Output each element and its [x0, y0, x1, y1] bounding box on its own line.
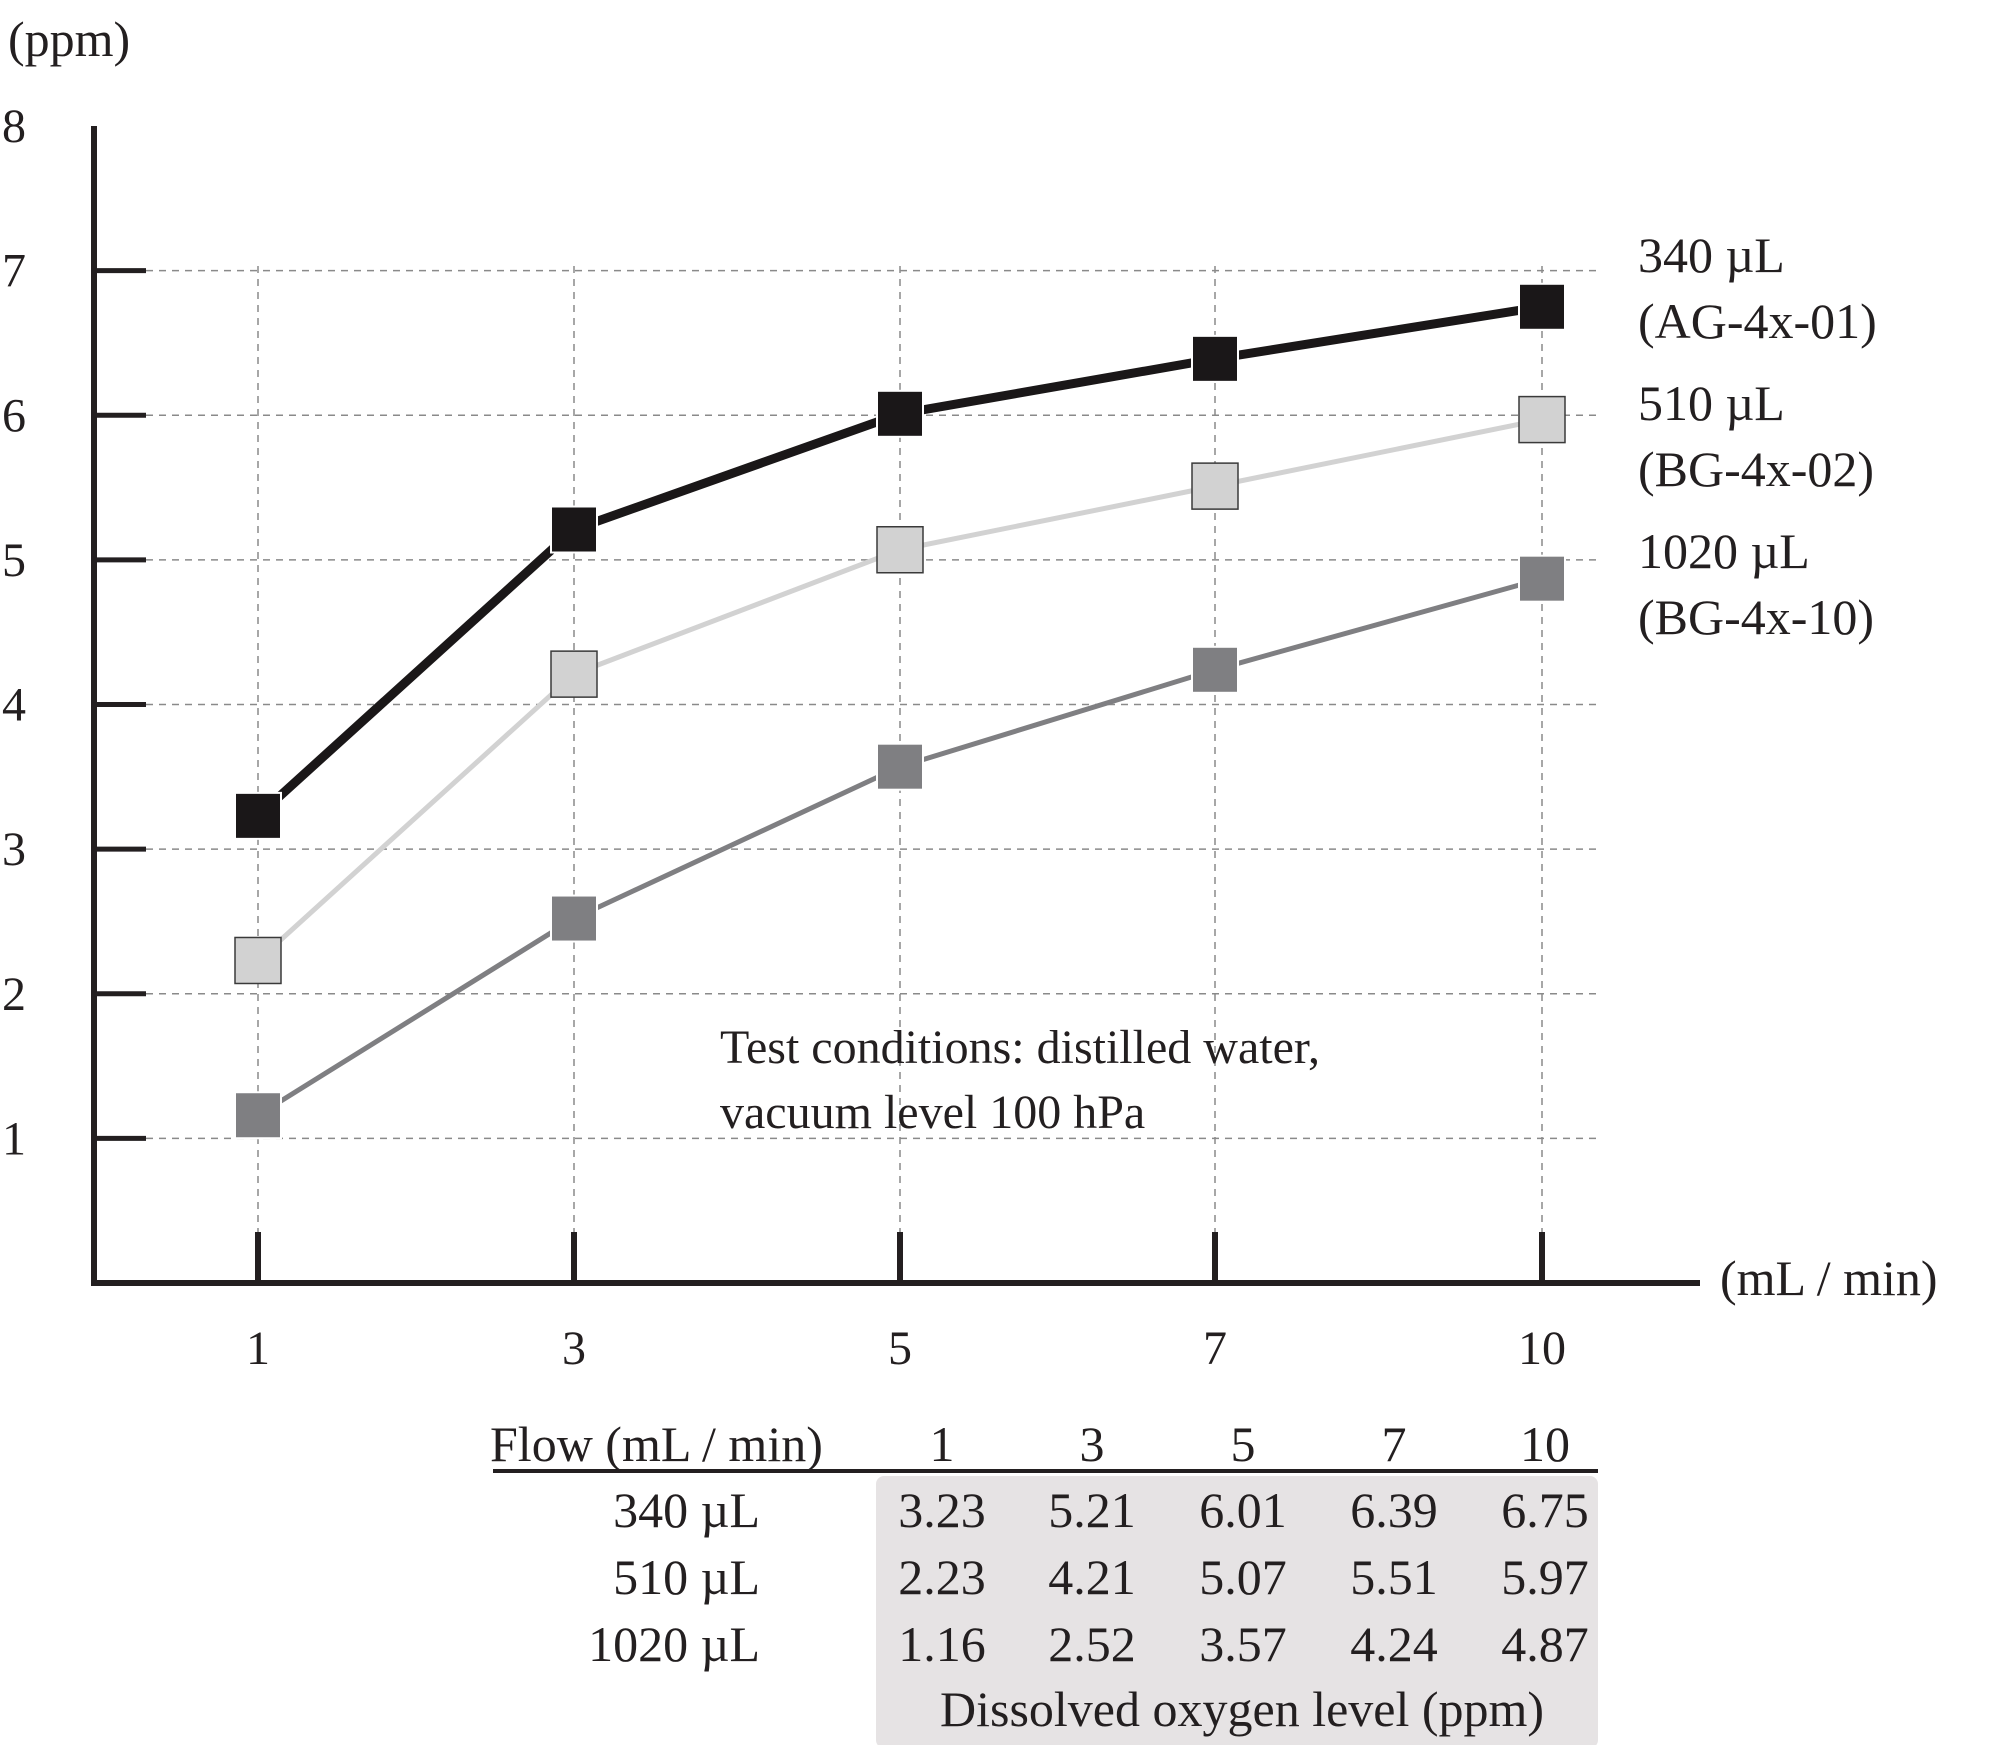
legend-series-name: 1020 µL — [1638, 523, 1810, 579]
x-axis-ticks: 1 3 5 7 10 — [246, 1232, 1566, 1375]
table-cell: 6.01 — [1199, 1482, 1287, 1538]
data-table: Flow (mL / min) 1 3 5 7 10 340 µL 3.23 5.21 6.0… — [490, 1416, 1598, 1745]
table-cell: 5.21 — [1048, 1482, 1136, 1538]
x-tick-label: 1 — [246, 1322, 270, 1375]
y-tick-label: 7 — [2, 245, 26, 298]
table-cell: 2.23 — [898, 1549, 986, 1605]
data-point — [234, 936, 282, 985]
table-column-header: 1 — [930, 1416, 955, 1472]
data-point — [1518, 554, 1566, 603]
table-header-label: Flow (mL / min) — [490, 1416, 823, 1472]
table-column-header: 7 — [1382, 1416, 1407, 1472]
y-tick-label: 2 — [2, 968, 26, 1021]
table-cell: 4.21 — [1048, 1549, 1136, 1605]
y-axis-title: (ppm) — [8, 11, 130, 67]
legend-series-model: (BG-4x-10) — [1638, 589, 1874, 645]
data-point — [876, 389, 924, 438]
table-cell: 5.51 — [1350, 1549, 1438, 1605]
legend: 340 µL (AG-4x-01) 510 µL (BG-4x-02) 1020 µL (… — [1638, 227, 1877, 645]
note-line-2: vacuum level 100 hPa — [720, 1086, 1145, 1139]
legend-series-name: 510 µL — [1638, 375, 1785, 431]
table-cell: 2.52 — [1048, 1616, 1136, 1672]
data-point — [234, 1091, 282, 1140]
series-group — [234, 282, 1566, 1140]
data-point — [1191, 462, 1239, 510]
table-cell: 5.97 — [1501, 1549, 1589, 1605]
x-tick-label: 5 — [888, 1322, 912, 1375]
legend-series-name: 340 µL — [1638, 227, 1785, 283]
data-point — [876, 742, 924, 791]
table-cell: 4.24 — [1350, 1616, 1438, 1672]
table-footer: Dissolved oxygen level (ppm) — [940, 1681, 1544, 1737]
data-point — [1191, 645, 1239, 694]
table-cell: 4.87 — [1501, 1616, 1589, 1672]
table-cell: 6.39 — [1350, 1482, 1438, 1538]
table-rows: 340 µL 3.23 5.21 6.01 6.39 6.75 510 µL 2.23 4.21… — [588, 1482, 1589, 1672]
table-cell: 3.57 — [1199, 1616, 1287, 1672]
y-tick-label: 6 — [2, 389, 26, 442]
note-line-1: Test conditions: distilled water, — [720, 1021, 1320, 1074]
table-row-label: 1020 µL — [588, 1616, 760, 1672]
data-point — [876, 526, 924, 574]
table-value-background — [876, 1476, 1598, 1745]
table-cell: 3.23 — [898, 1482, 986, 1538]
series-1 — [234, 395, 1566, 985]
table-column-header: 3 — [1080, 1416, 1105, 1472]
data-point — [1191, 334, 1239, 383]
x-tick-label: 3 — [562, 1322, 586, 1375]
y-tick-label: 3 — [2, 823, 26, 876]
table-row: 1020 µL 1.16 2.52 3.57 4.24 4.87 — [588, 1616, 1589, 1672]
data-point — [550, 505, 598, 554]
data-point — [550, 650, 598, 698]
table-column-headers: 1 3 5 7 10 — [930, 1416, 1571, 1472]
x-axis-title: (mL / min) — [1720, 1250, 1938, 1306]
data-point — [1518, 282, 1566, 331]
y-tick-label: 5 — [2, 534, 26, 587]
y-tick-label: 8 — [2, 100, 26, 153]
series-0 — [234, 282, 1566, 840]
data-point — [550, 894, 598, 943]
data-point — [1518, 395, 1566, 444]
table-column-header: 10 — [1520, 1416, 1570, 1472]
table-row-label: 340 µL — [613, 1482, 760, 1538]
table-row: 340 µL 3.23 5.21 6.01 6.39 6.75 — [613, 1482, 1589, 1538]
y-tick-label: 4 — [2, 679, 26, 732]
table-column-header: 5 — [1231, 1416, 1256, 1472]
legend-series-model: (AG-4x-01) — [1638, 293, 1877, 349]
y-tick-label: 1 — [2, 1112, 26, 1165]
legend-series-model: (BG-4x-02) — [1638, 441, 1874, 497]
x-tick-label: 10 — [1518, 1322, 1566, 1375]
table-cell: 6.75 — [1501, 1482, 1589, 1538]
y-axis-ticks: 1 2 3 4 5 6 7 8 — [2, 100, 146, 1165]
x-tick-label: 7 — [1203, 1322, 1227, 1375]
table-cell: 1.16 — [898, 1616, 986, 1672]
table-cell: 5.07 — [1199, 1549, 1287, 1605]
table-row-label: 510 µL — [613, 1549, 760, 1605]
test-conditions-note: Test conditions: distilled water, vacuum… — [720, 1021, 1320, 1139]
table-row: 510 µL 2.23 4.21 5.07 5.51 5.97 — [613, 1549, 1589, 1605]
series-2 — [234, 554, 1566, 1140]
data-point — [234, 791, 282, 840]
